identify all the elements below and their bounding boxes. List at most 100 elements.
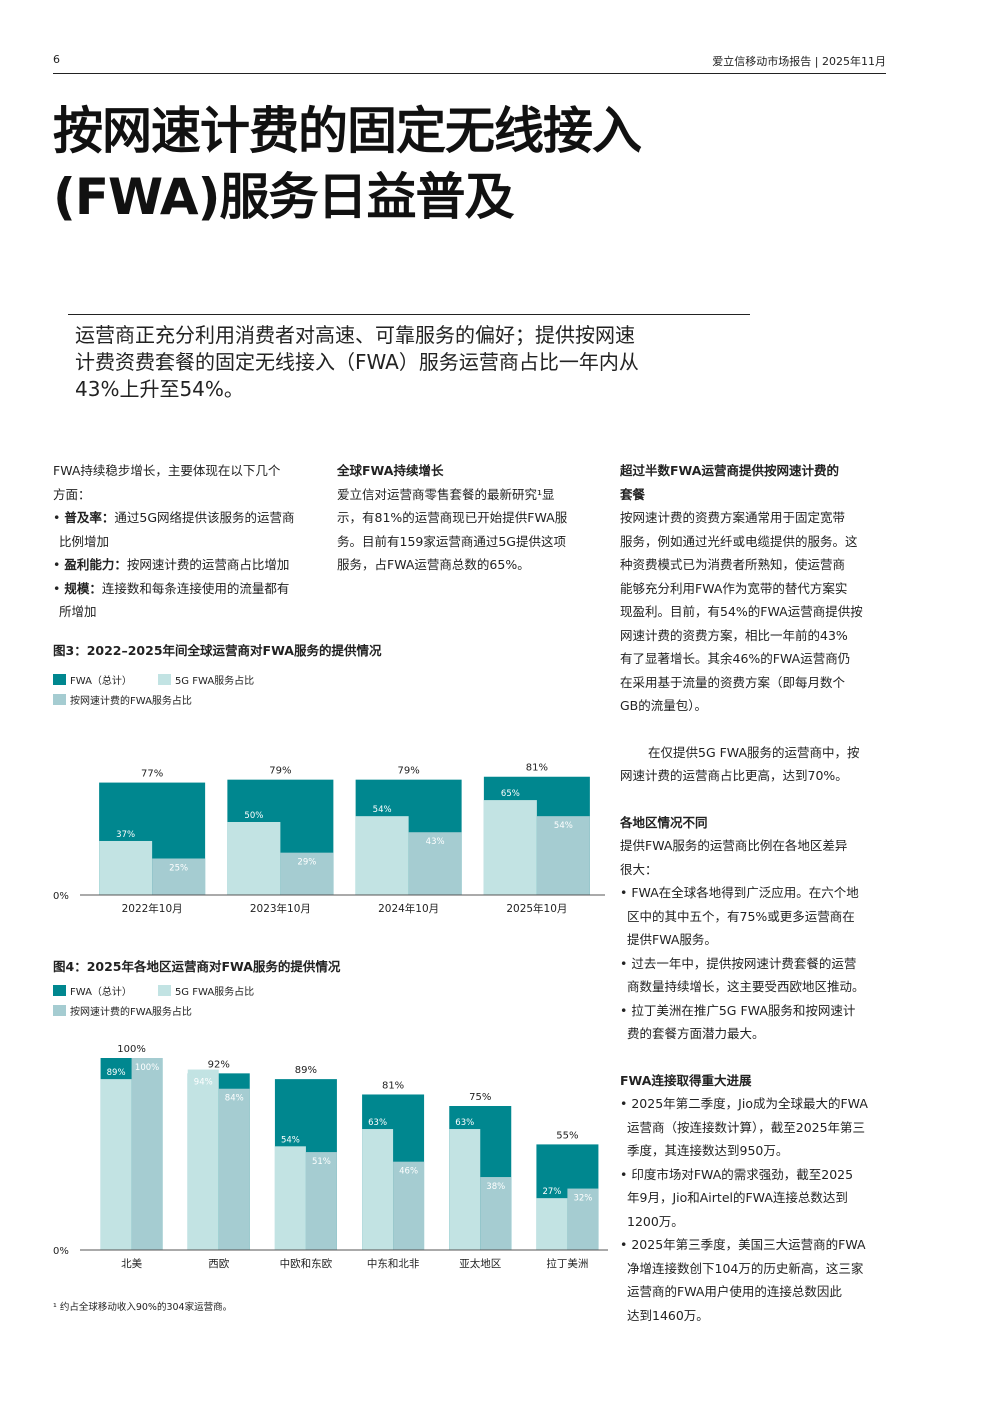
paragraph-line: 爱立信对运营商零售套餐的最新研究¹显 — [337, 486, 555, 502]
bar-speed — [280, 852, 334, 895]
data-label-total: 79% — [269, 766, 291, 777]
intro-line1: FWA持续稳步增长，主要体现在以下几个 — [53, 463, 281, 478]
data-label-total: 100% — [117, 1044, 146, 1055]
paragraph-line: 种资费模式已为消费者所熟知，使运营商 — [620, 557, 846, 572]
bar-speed — [218, 1088, 250, 1250]
data-label-total: 75% — [469, 1092, 491, 1103]
figure3-legend: FWA（总计） 5G FWA服务占比 按网速计费的FWA服务占比 — [53, 669, 280, 709]
paragraph-line: 在采用基于流量的资费方案（即每月数个 — [620, 674, 846, 690]
category-label: 中欧和东欧 — [280, 1257, 333, 1270]
right-column: 超过半数FWA运营商提供按网速计费的 套餐 按网速计费的资费方案通常用于固定宽带… — [620, 459, 895, 1327]
legend-swatch-5g — [157, 673, 171, 685]
figure4-chart: 0% 100% 89% 100% 北美 92% 94% 84% 西欧 89% 54% 51% 中欧和东欧… — [53, 1044, 608, 1270]
data-label-5g: 63% — [368, 1118, 387, 1128]
speed-tariff-paragraph: 按网速计费的资费方案通常用于固定宽带 服务，例如通过光纤或电缆提供的服务。这 种资费… — [620, 506, 895, 718]
data-label-5g: 54% — [281, 1135, 300, 1145]
bar-5g — [362, 1129, 394, 1250]
bar-speed — [408, 832, 462, 895]
bar-5g — [355, 816, 409, 895]
data-label-5g: 54% — [373, 805, 392, 815]
paragraph-line: 在仅提供5G FWA服务的运营商中，按 — [648, 744, 860, 760]
data-label-speed: 25% — [169, 864, 188, 874]
data-label-5g: 50% — [244, 811, 263, 821]
section-heading-cont: 套餐 — [620, 486, 646, 502]
bullet-text-cont: 比例增加 — [59, 533, 110, 549]
data-label-5g: 89% — [107, 1068, 126, 1078]
section-heading: FWA连接取得重大进展 — [620, 1072, 752, 1088]
bullet-line-cont: 净增连接数创下104万的历史新高，这三家 — [627, 1260, 864, 1276]
bullet-text: 连接数和每条连接使用的流量都有 — [101, 580, 290, 596]
bullet-line: • 2025年第二季度，Jio成为全球最大的FWA — [620, 1096, 868, 1111]
legend-swatch-5g — [157, 984, 171, 996]
paragraph-line: 能够充分利用FWA作为宽带的替代方案实 — [620, 580, 848, 596]
bar-speed — [131, 1058, 163, 1250]
legend-label-total: FWA（总计） — [70, 675, 132, 687]
category-label: 2023年10月 — [250, 902, 311, 915]
data-label-speed: 38% — [486, 1182, 505, 1192]
paragraph-line: 很大： — [620, 861, 658, 877]
data-label-total: 89% — [295, 1065, 317, 1076]
paragraph-line: 网速计费的资费方案，相比一年前的43% — [620, 627, 848, 643]
y-tick-label: 0% — [53, 1246, 69, 1257]
paragraph-line: 服务，例如通过光纤或电缆提供的服务。这 — [620, 533, 858, 549]
running-title: 爱立信移动市场报告 | 2025年11月 — [712, 55, 886, 68]
data-label-5g: 94% — [194, 1077, 213, 1087]
legend-label-speed: 按网速计费的FWA服务占比 — [70, 695, 192, 707]
bullet-term: 盈利能力： — [64, 557, 127, 572]
lead-line2: 计费资费套餐的固定无线接入（FWA）服务运营商占比一年内从 — [75, 350, 639, 374]
y-tick-label: 0% — [53, 891, 69, 902]
bullet-line: • 印度市场对FWA的需求强劲，截至2025 — [620, 1166, 854, 1182]
bullet-line-cont: 达到1460万。 — [627, 1307, 709, 1323]
page-number: 6 — [53, 53, 60, 66]
paragraph-line: 按网速计费的资费方案通常用于固定宽带 — [620, 510, 846, 525]
bullet-term: 规模： — [64, 580, 102, 596]
bullet-scale: • 规模：连接数和每条连接使用的流量都有 — [53, 580, 290, 596]
bullet-line-cont: 运营商的FWA用户使用的连接总数因此 — [627, 1284, 842, 1299]
data-label-5g: 65% — [501, 789, 520, 799]
bullet-line-cont: 1200万。 — [627, 1213, 684, 1229]
paragraph-line: GB的流量包）。 — [620, 698, 708, 713]
legend-label-total: FWA（总计） — [70, 986, 132, 998]
data-label-total: 81% — [382, 1080, 404, 1091]
data-label-speed: 43% — [426, 837, 445, 847]
figure4-legend: FWA（总计） 5G FWA服务占比 按网速计费的FWA服务占比 — [53, 980, 280, 1020]
lead-divider — [68, 314, 750, 315]
bar-speed — [152, 858, 206, 895]
header-divider — [53, 73, 886, 74]
bullet-text-cont: 所增加 — [59, 604, 97, 619]
category-label: 西欧 — [208, 1258, 229, 1270]
page-title: 按网速计费的固定无线接入 (FWA)服务日益普及 — [53, 98, 642, 230]
category-label: 北美 — [121, 1257, 142, 1270]
data-label-total: 79% — [398, 766, 420, 777]
data-label-total: 55% — [556, 1130, 578, 1141]
global-fwa-column: 全球FWA持续增长 爱立信对运营商零售套餐的最新研究¹显 示，有81%的运营商现… — [337, 459, 607, 577]
bar-5g — [227, 822, 281, 895]
bullet-line: • FWA在全球各地得到广泛应用。在六个地 — [620, 885, 859, 900]
section-heading: 各地区情况不同 — [620, 814, 708, 830]
legend-swatch-total — [53, 984, 66, 996]
bar-speed — [536, 816, 590, 895]
data-label-5g: 27% — [542, 1187, 561, 1197]
bar-5g — [187, 1069, 219, 1250]
data-label-speed: 54% — [554, 821, 573, 831]
data-label-speed: 32% — [573, 1194, 592, 1204]
bar-5g — [449, 1129, 481, 1250]
footnote: ¹ 约占全球移动收入90%的304家运营商。 — [53, 1302, 233, 1313]
bar-5g — [536, 1198, 568, 1250]
paragraph-line: 有了显著增长。其余46%的FWA运营商仍 — [620, 651, 851, 666]
legend-label-5g: 5G FWA服务占比 — [174, 986, 255, 998]
bullet-profitability: • 盈利能力：按网速计费的运营商占比增加 — [53, 557, 290, 572]
legend-label-speed: 按网速计费的FWA服务占比 — [70, 1006, 192, 1018]
bullet-line-cont: 区中的其中五个，有75%或更多运营商在 — [627, 908, 855, 924]
data-label-speed: 29% — [297, 858, 316, 868]
paragraph-line: 服务，占FWA运营商总数的65%。 — [337, 557, 530, 572]
category-label: 拉丁美洲 — [546, 1257, 588, 1270]
figure3-title: 图3：2022–2025年间全球运营商对FWA服务的提供情况 — [53, 643, 382, 658]
lead-paragraph: 运营商正充分利用消费者对高速、可靠服务的偏好；提供按网速 计费资费套餐的固定无线… — [75, 322, 755, 403]
lead-line1: 运营商正充分利用消费者对高速、可靠服务的偏好；提供按网速 — [75, 323, 635, 347]
bullet-line: • 过去一年中，提供按网速计费套餐的运营 — [620, 955, 857, 971]
intro-column: FWA持续稳步增长，主要体现在以下几个 方面： • 普及率：通过5G网络提供该服… — [53, 459, 328, 624]
legend-label-5g: 5G FWA服务占比 — [174, 675, 255, 687]
bar-speed — [567, 1188, 599, 1250]
page-title-line1: 按网速计费的固定无线接入 — [53, 102, 642, 160]
